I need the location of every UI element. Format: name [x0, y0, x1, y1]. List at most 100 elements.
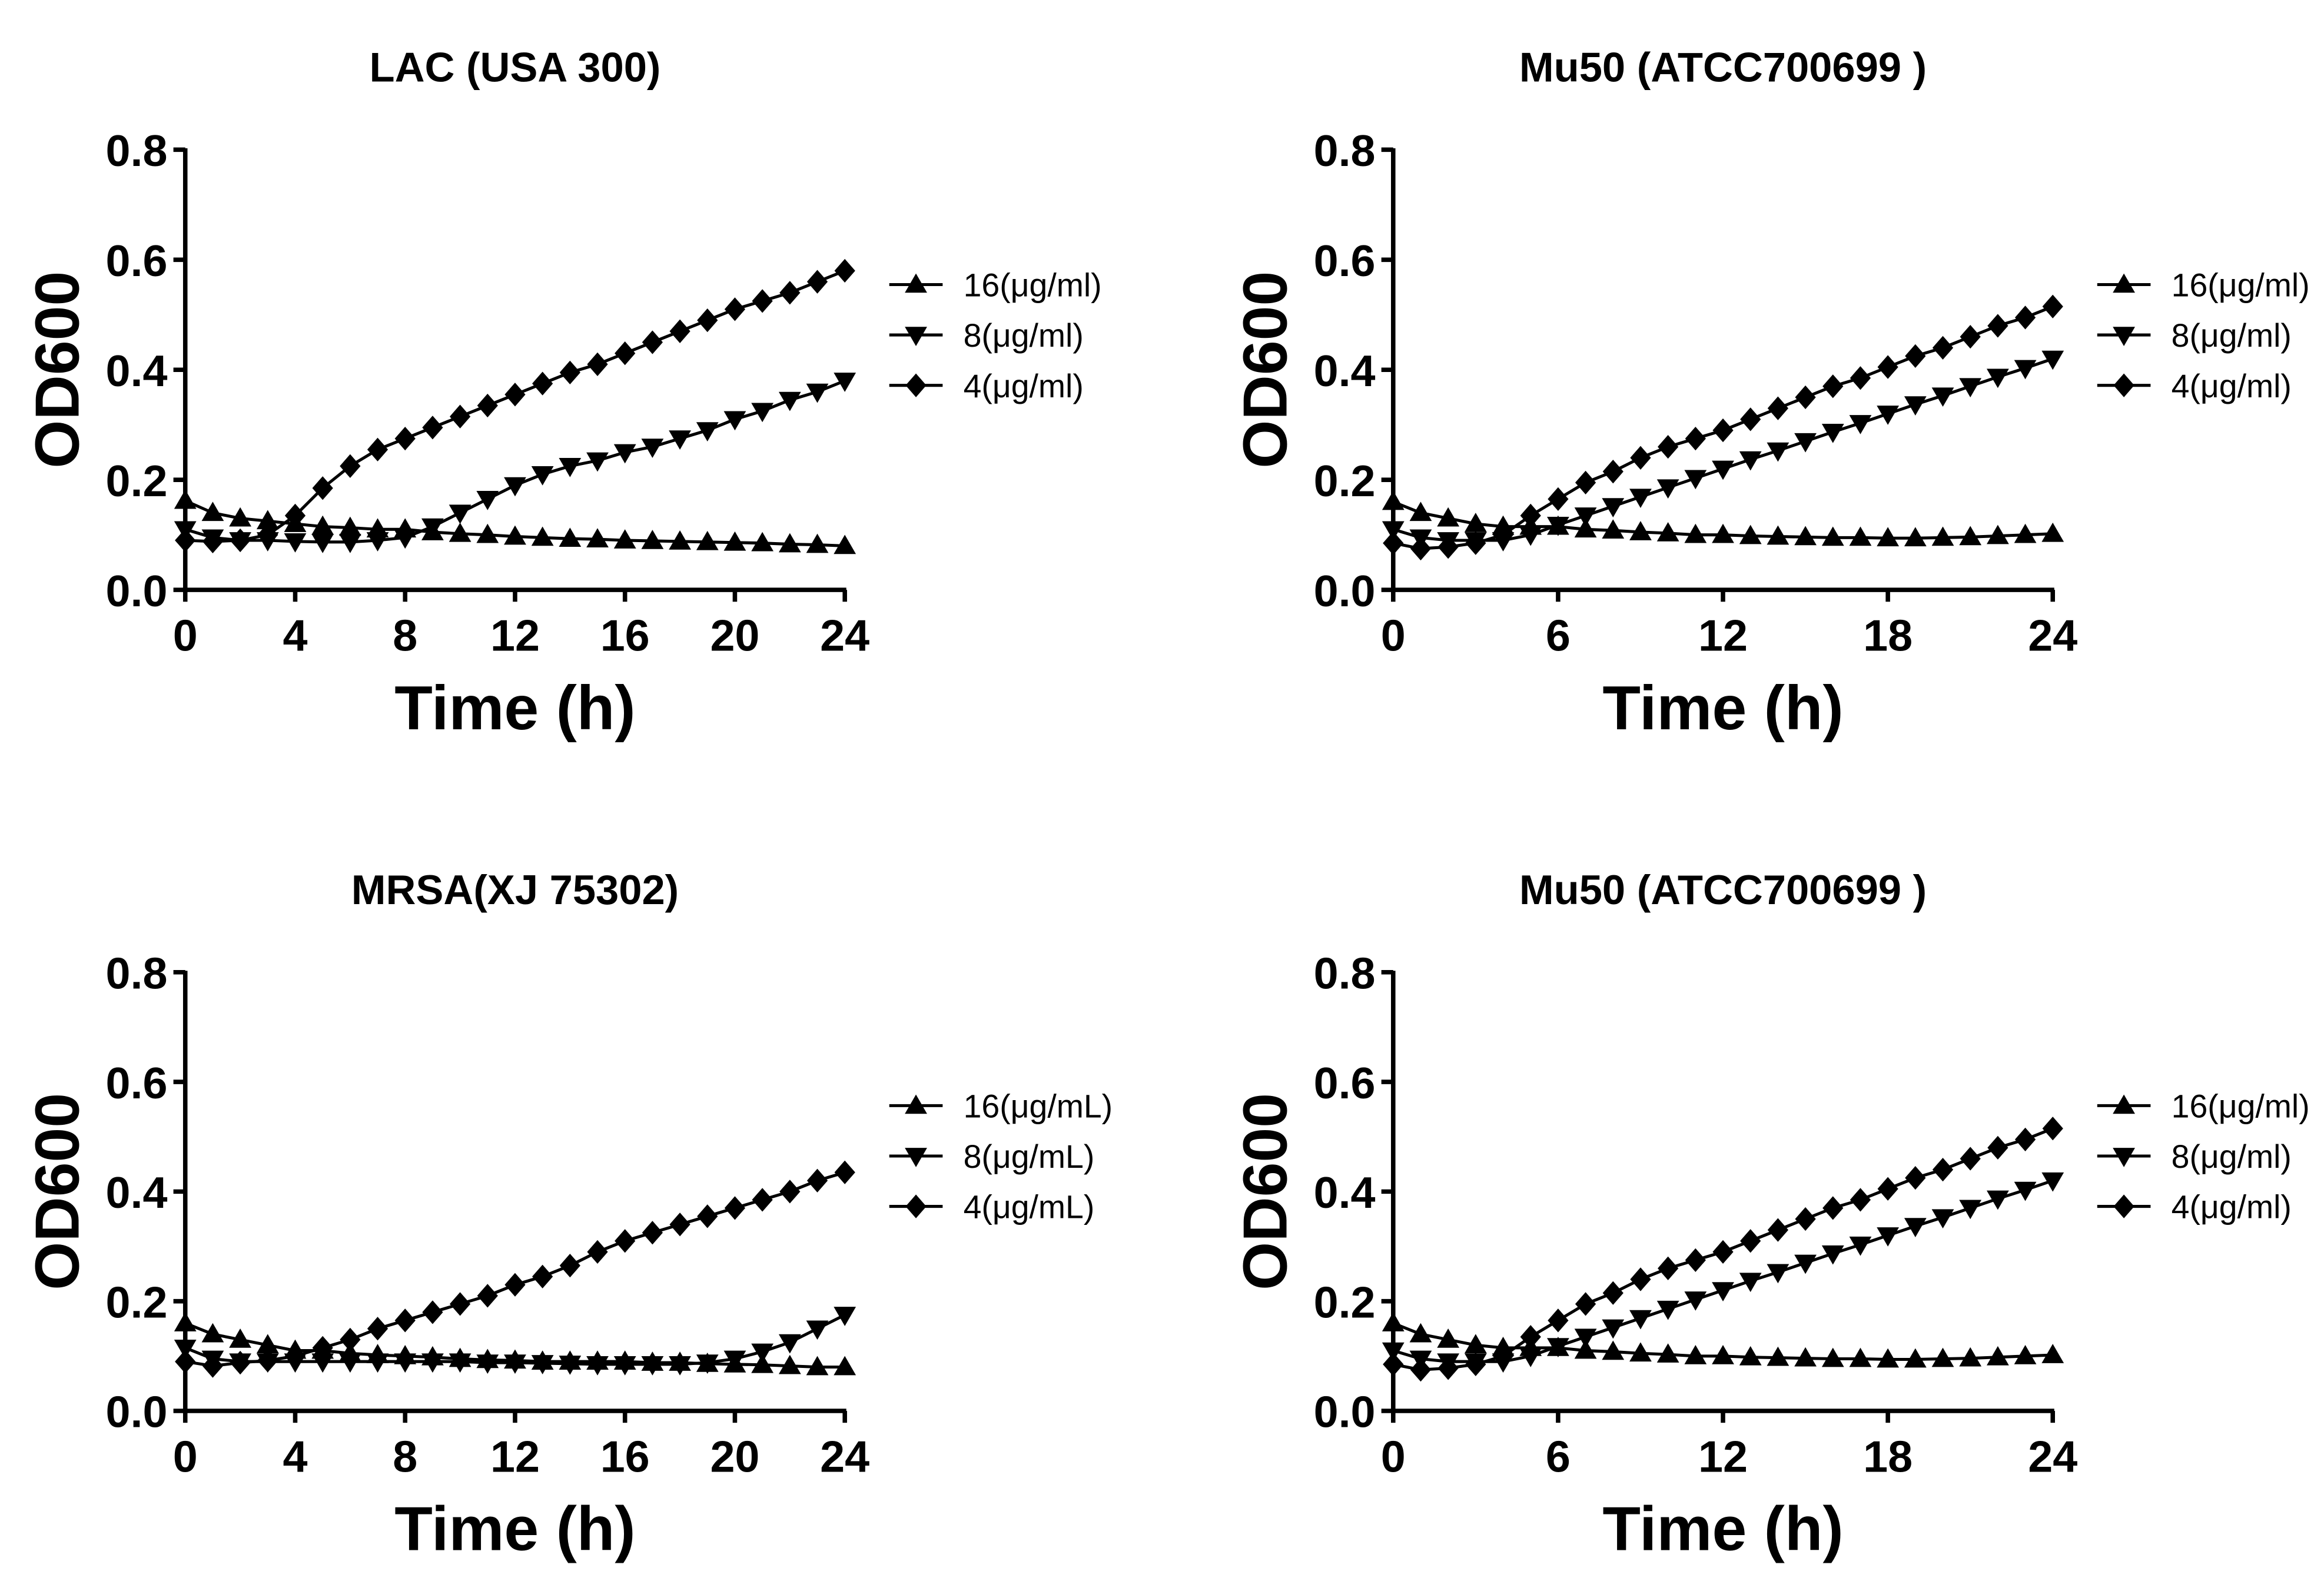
x-tick-label: 12	[1698, 1432, 1748, 1482]
data-point	[2042, 294, 2063, 318]
data-point	[1602, 1281, 1624, 1305]
data-point	[806, 1356, 829, 1376]
data-point	[1575, 470, 1596, 495]
data-point	[834, 258, 855, 283]
data-point	[2042, 1117, 2063, 1141]
data-point	[1767, 525, 1790, 545]
y-axis-label: OD600	[22, 271, 92, 469]
legend-label: 4(μg/ml)	[2172, 1189, 2292, 1225]
data-point	[697, 308, 718, 333]
data-point	[1739, 1346, 1762, 1366]
data-point	[1684, 1344, 1707, 1364]
data-point	[229, 507, 251, 527]
data-point	[724, 1196, 746, 1220]
data-point	[1794, 1347, 1817, 1367]
data-point	[2014, 1181, 2037, 1201]
data-point	[806, 383, 829, 403]
data-point	[723, 411, 746, 431]
x-tick-label: 20	[710, 611, 759, 660]
data-point	[778, 1354, 801, 1374]
data-point	[532, 1264, 553, 1288]
data-point	[1656, 1300, 1679, 1320]
data-point	[1574, 518, 1597, 538]
data-point	[1986, 1190, 2009, 1210]
data-point	[1959, 1347, 1982, 1367]
data-point	[669, 430, 691, 450]
data-point	[696, 530, 719, 550]
y-tick-label: 0.8	[106, 949, 168, 998]
data-point	[1712, 523, 1734, 543]
y-tick-label: 0.0	[1314, 567, 1376, 616]
x-tick-label: 16	[600, 611, 650, 660]
data-point	[1602, 460, 1624, 484]
data-point	[2041, 1344, 2064, 1363]
data-point	[1712, 460, 1734, 480]
data-point	[1905, 1165, 1926, 1190]
data-point	[174, 489, 197, 509]
y-axis-label: OD600	[22, 1093, 92, 1290]
data-point	[366, 1353, 389, 1373]
data-point	[1382, 1312, 1405, 1331]
data-point	[751, 1343, 774, 1363]
data-point	[586, 1356, 609, 1376]
data-point	[338, 533, 361, 553]
x-tick-label: 0	[173, 611, 198, 660]
data-point	[1685, 1248, 1706, 1272]
data-point	[751, 1353, 774, 1373]
data-point	[311, 533, 334, 553]
legend-marker	[2113, 1094, 2135, 1114]
legend-marker	[2113, 1194, 2134, 1218]
data-point	[1959, 378, 1982, 398]
data-point	[1931, 1347, 1954, 1367]
x-axis-label: Time (h)	[394, 673, 635, 743]
data-point	[2041, 1172, 2064, 1192]
data-point	[1602, 1319, 1625, 1339]
data-point	[1437, 535, 1459, 559]
data-point	[806, 1168, 828, 1193]
data-point	[834, 1160, 855, 1184]
data-point	[642, 330, 663, 354]
legend-marker	[905, 1194, 927, 1218]
data-point	[1821, 1245, 1844, 1265]
data-point	[1409, 1323, 1432, 1343]
x-tick-label: 24	[820, 611, 869, 660]
data-point	[1931, 1209, 1954, 1229]
x-tick-label: 12	[490, 1432, 540, 1482]
data-point	[1574, 507, 1597, 527]
data-point	[1849, 1347, 1872, 1367]
y-tick-label: 0.4	[106, 347, 168, 396]
data-point	[641, 439, 664, 458]
data-point	[778, 1334, 801, 1354]
legend-label: 8(μg/mL)	[964, 1138, 1095, 1175]
data-point	[1849, 526, 1872, 546]
x-tick-label: 20	[710, 1432, 759, 1482]
data-point	[1519, 1348, 1542, 1367]
data-point	[1656, 522, 1679, 542]
legend-marker	[905, 327, 927, 346]
data-point	[696, 422, 719, 441]
data-point	[532, 371, 553, 396]
data-point	[174, 1312, 197, 1331]
data-point	[696, 1354, 719, 1374]
data-point	[559, 527, 582, 547]
x-tick-label: 0	[173, 1432, 198, 1482]
legend-marker	[905, 273, 927, 293]
data-point	[256, 510, 279, 530]
y-tick-label: 0.0	[106, 567, 168, 616]
legend-label: 8(μg/ml)	[964, 317, 1084, 354]
y-tick-label: 0.2	[106, 1278, 168, 1327]
chart-title: MRSA(XJ 75302)	[351, 866, 679, 913]
x-tick-label: 16	[600, 1432, 650, 1482]
data-point	[1602, 519, 1625, 539]
data-point	[1904, 396, 1927, 416]
y-tick-label: 0.6	[1314, 1059, 1376, 1108]
legend-label: 16(μg/ml)	[964, 267, 1102, 304]
data-point	[174, 1340, 197, 1359]
data-point	[613, 1356, 636, 1376]
x-axis-label: Time (h)	[394, 1494, 635, 1564]
data-point	[613, 444, 636, 464]
legend: 16(μg/ml) 8(μg/ml) 4(μg/ml)	[2097, 267, 2310, 404]
data-point	[340, 454, 361, 478]
data-point	[834, 1356, 856, 1376]
x-tick-label: 8	[393, 1432, 417, 1482]
